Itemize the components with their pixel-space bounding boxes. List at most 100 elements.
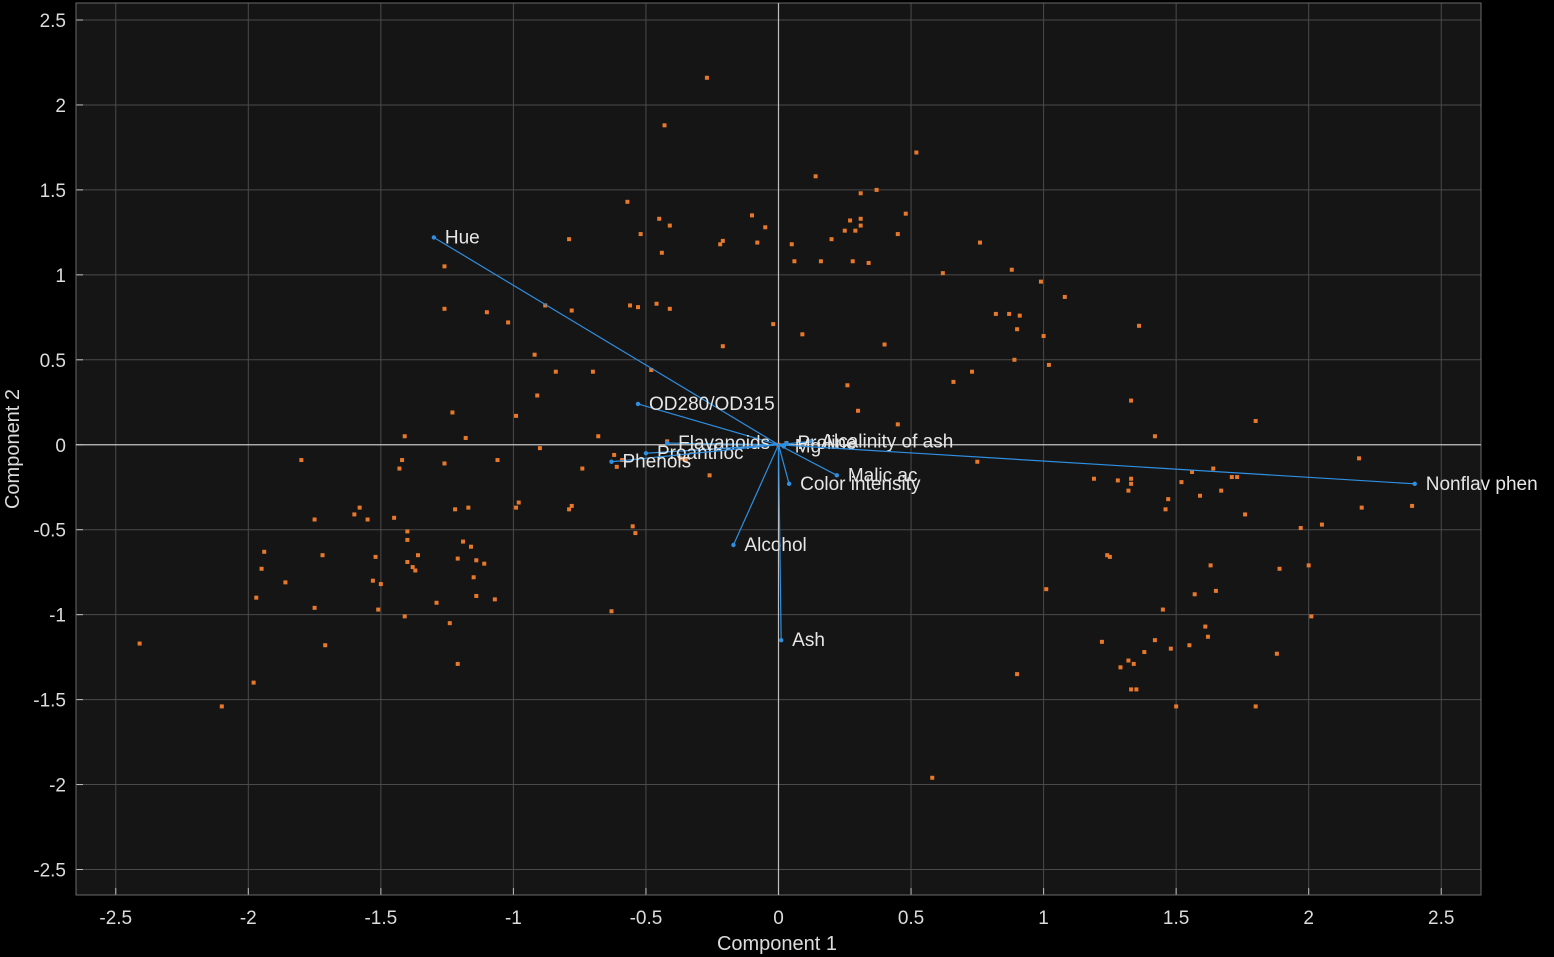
score-point	[1134, 687, 1139, 692]
score-point	[514, 505, 519, 510]
score-point	[567, 237, 572, 242]
score-point	[749, 213, 754, 218]
loading-vector-endpoint	[643, 451, 649, 456]
score-point	[1009, 267, 1014, 272]
score-point	[376, 607, 381, 612]
loading-vector-endpoint	[609, 459, 614, 464]
score-point	[1152, 638, 1157, 643]
score-point	[882, 342, 887, 347]
score-point	[636, 305, 640, 310]
score-point	[1229, 475, 1234, 480]
score-point	[450, 410, 455, 415]
score-point	[1243, 512, 1248, 517]
score-point	[1168, 646, 1173, 651]
loading-vector-endpoint	[635, 401, 641, 407]
score-point	[1007, 311, 1012, 316]
score-point	[1160, 607, 1165, 612]
score-point	[495, 458, 500, 463]
x-tick-label: -1	[505, 908, 522, 929]
score-point	[352, 512, 357, 517]
y-tick-label: -1.5	[33, 691, 66, 712]
score-point	[453, 507, 458, 512]
score-point	[1115, 478, 1120, 483]
score-point	[755, 240, 760, 245]
score-point	[1129, 476, 1134, 481]
score-point	[1044, 587, 1049, 592]
score-point	[415, 553, 420, 558]
score-point	[365, 517, 370, 522]
score-point	[137, 641, 142, 646]
score-point	[800, 332, 805, 337]
loading-vector-endpoint	[786, 481, 792, 487]
score-point	[461, 539, 466, 544]
score-point	[813, 174, 818, 179]
score-point	[1017, 313, 1022, 318]
loading-vector-label: Ash	[792, 630, 825, 651]
y-tick-label: 2.5	[40, 11, 66, 32]
score-point	[357, 505, 362, 510]
score-point	[262, 549, 267, 554]
score-point	[471, 575, 476, 580]
score-point	[1137, 323, 1142, 328]
score-point	[625, 199, 630, 204]
loading-vector-line	[777, 444, 782, 641]
loading-vector-label: Hue	[445, 227, 480, 248]
loading-vector-endpoint	[808, 439, 813, 444]
score-point	[763, 225, 768, 230]
score-point	[1235, 475, 1240, 480]
score-point	[667, 223, 672, 228]
score-point	[590, 369, 595, 374]
y-tick-label: 0.5	[40, 351, 66, 372]
score-point	[667, 306, 672, 311]
score-point	[537, 446, 542, 451]
score-point	[463, 435, 468, 440]
score-point	[1298, 526, 1303, 531]
score-point	[858, 223, 863, 228]
score-point	[638, 232, 643, 237]
x-tick-label: -0.5	[630, 908, 663, 929]
score-point	[1118, 665, 1123, 670]
score-point	[474, 558, 479, 563]
loading-vector-endpoint	[431, 235, 437, 240]
score-point	[792, 259, 797, 264]
score-point	[1152, 434, 1157, 439]
score-point	[532, 352, 537, 357]
y-tick-label: -1	[49, 606, 66, 627]
score-point	[373, 554, 378, 559]
score-point	[442, 306, 447, 311]
score-point	[858, 191, 863, 196]
y-tick-label: -2.5	[33, 861, 66, 882]
y-tick-label: 2	[55, 96, 66, 117]
x-tick-label: 2	[1303, 908, 1314, 929]
score-point	[1187, 643, 1192, 648]
score-point	[1190, 469, 1195, 474]
score-point	[569, 503, 574, 508]
score-point	[771, 322, 776, 327]
score-point	[914, 150, 919, 155]
loading-vector-line	[611, 444, 779, 463]
loading-vector-endpoint	[731, 542, 736, 548]
score-point	[930, 775, 935, 780]
score-point	[1274, 651, 1279, 656]
score-point	[633, 531, 638, 536]
score-point	[850, 259, 855, 264]
score-point	[283, 580, 288, 585]
score-point	[312, 605, 317, 610]
score-point	[569, 308, 574, 313]
score-point	[1277, 566, 1282, 571]
score-point	[975, 459, 980, 464]
loading-vector-label: Flavanoids	[678, 433, 770, 454]
loading-vector-line	[777, 444, 790, 484]
loading-vector-endpoint	[664, 440, 670, 446]
loading-vector-endpoint	[1412, 481, 1417, 487]
score-point	[492, 597, 497, 602]
score-point	[895, 422, 900, 427]
score-point	[659, 250, 664, 255]
loading-vector-label: Nonflav phen	[1426, 474, 1538, 495]
score-point	[442, 461, 447, 466]
score-point	[1142, 650, 1147, 655]
score-point	[1129, 398, 1134, 403]
score-point	[405, 529, 410, 534]
loading-vector-line	[667, 442, 779, 446]
score-point	[1357, 456, 1362, 461]
